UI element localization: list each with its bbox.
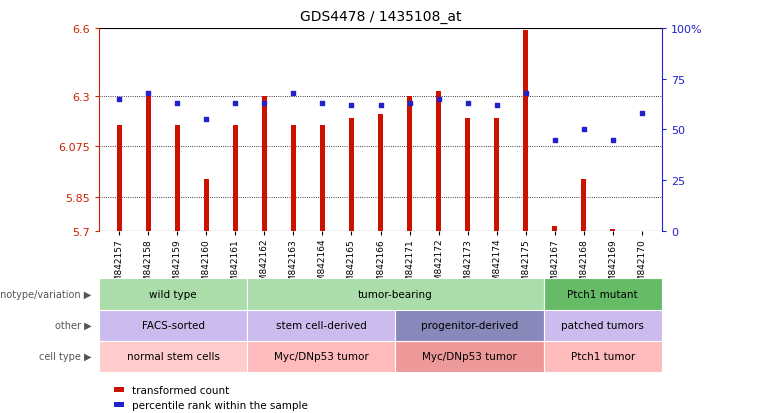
Text: progenitor-derived: progenitor-derived — [421, 320, 518, 330]
Point — [345, 102, 358, 109]
Bar — [436, 92, 441, 231]
Point — [229, 100, 241, 107]
Point — [317, 100, 329, 107]
Point — [549, 137, 561, 143]
Point — [113, 96, 126, 103]
Point — [520, 90, 532, 97]
Bar — [407, 96, 412, 231]
Bar — [543, 279, 662, 310]
Bar — [99, 341, 247, 372]
Point — [171, 100, 183, 107]
Bar — [395, 341, 543, 372]
Bar — [247, 279, 543, 310]
Text: transformed count: transformed count — [132, 385, 229, 395]
Text: GDS4478 / 1435108_at: GDS4478 / 1435108_at — [300, 10, 461, 24]
Text: Ptch1 mutant: Ptch1 mutant — [568, 289, 638, 299]
Bar — [465, 119, 470, 231]
Text: patched tumors: patched tumors — [562, 320, 645, 330]
Bar — [320, 126, 325, 231]
Text: Myc/DNp53 tumor: Myc/DNp53 tumor — [422, 351, 517, 361]
Bar — [395, 310, 543, 341]
Bar — [523, 31, 528, 231]
Point — [403, 100, 416, 107]
Text: wild type: wild type — [149, 289, 197, 299]
Point — [635, 111, 648, 117]
Point — [491, 102, 503, 109]
Text: tumor-bearing: tumor-bearing — [358, 289, 433, 299]
Bar — [543, 310, 662, 341]
Bar — [552, 227, 557, 231]
Text: percentile rank within the sample: percentile rank within the sample — [132, 400, 307, 410]
Bar — [349, 119, 354, 231]
Text: other ▶: other ▶ — [55, 320, 91, 330]
Bar — [639, 231, 645, 265]
Bar — [247, 310, 395, 341]
Text: Ptch1 tumor: Ptch1 tumor — [571, 351, 635, 361]
Bar — [233, 126, 238, 231]
Point — [374, 102, 387, 109]
Bar — [145, 92, 151, 231]
Bar — [543, 341, 662, 372]
Point — [461, 100, 473, 107]
Point — [142, 90, 154, 97]
Point — [258, 100, 270, 107]
Bar — [99, 279, 247, 310]
Bar — [494, 119, 499, 231]
Point — [200, 116, 212, 123]
Bar — [378, 114, 383, 231]
Bar — [247, 341, 395, 372]
Bar — [291, 126, 296, 231]
Point — [432, 96, 444, 103]
Bar — [116, 126, 122, 231]
Bar — [581, 180, 586, 231]
Point — [578, 127, 590, 133]
Text: normal stem cells: normal stem cells — [126, 351, 219, 361]
Text: cell type ▶: cell type ▶ — [39, 351, 91, 361]
Bar — [204, 180, 209, 231]
Text: FACS-sorted: FACS-sorted — [142, 320, 205, 330]
Point — [288, 90, 300, 97]
Bar — [99, 310, 247, 341]
Bar — [175, 126, 180, 231]
Text: stem cell-derived: stem cell-derived — [275, 320, 367, 330]
Bar — [262, 96, 267, 231]
Point — [607, 137, 619, 143]
Text: genotype/variation ▶: genotype/variation ▶ — [0, 289, 91, 299]
Bar — [610, 229, 616, 231]
Text: Myc/DNp53 tumor: Myc/DNp53 tumor — [274, 351, 368, 361]
